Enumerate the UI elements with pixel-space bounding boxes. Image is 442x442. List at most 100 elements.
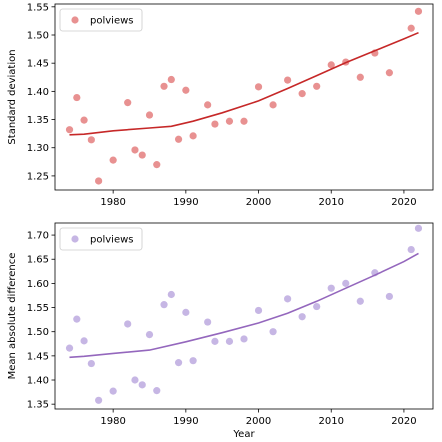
data-point <box>80 116 88 124</box>
data-point <box>65 126 74 134</box>
mad-panel: 1980 1990 2000 2010 2020 1.35 1.40 1.45 1.50 1.55… <box>7 222 434 440</box>
data-point <box>124 320 132 328</box>
y-axis-label: Mean absolute difference <box>7 253 18 380</box>
y-tick-label: 1.35 <box>27 115 49 126</box>
x-tick-label: 1980 <box>100 416 125 427</box>
y-tick-label: 1.70 <box>27 231 49 242</box>
data-point <box>284 295 292 303</box>
data-point <box>124 99 132 107</box>
data-point <box>109 387 117 395</box>
data-point <box>284 76 292 84</box>
y-tick-label: 1.40 <box>27 376 49 387</box>
axes-frame <box>54 3 434 191</box>
trend-line <box>69 31 419 136</box>
data-point <box>204 101 212 109</box>
axes-frame <box>54 222 434 410</box>
trend-line <box>69 252 419 359</box>
data-point <box>87 359 95 368</box>
legend-label: polviews <box>90 235 133 246</box>
data-point <box>167 75 175 84</box>
data-point <box>327 61 335 69</box>
data-point <box>407 24 415 32</box>
legend-marker <box>71 235 79 243</box>
data-point <box>414 7 423 15</box>
data-point <box>356 297 364 305</box>
x-tick-label: 2000 <box>246 416 271 427</box>
y-tick-label: 1.45 <box>27 59 49 70</box>
data-point <box>80 337 88 345</box>
y-tick-label: 1.50 <box>27 327 49 338</box>
data-point <box>182 308 190 316</box>
data-point <box>131 146 139 154</box>
data-point <box>407 245 415 254</box>
y-tick-label: 1.40 <box>27 87 49 98</box>
data-point <box>313 82 321 90</box>
data-point <box>298 90 306 98</box>
data-point <box>313 302 321 311</box>
y-tick-label: 1.35 <box>27 400 49 411</box>
data-point <box>153 387 161 395</box>
legend-marker <box>71 16 79 24</box>
y-tick-label: 1.50 <box>27 31 49 42</box>
x-axis-label: Year <box>232 429 255 440</box>
data-point <box>95 177 103 185</box>
x-tick-label: 1990 <box>173 416 198 427</box>
data-point <box>189 357 197 365</box>
data-point <box>174 135 183 143</box>
data-point <box>138 151 146 159</box>
data-point <box>414 224 423 232</box>
data-point <box>189 132 197 140</box>
x-tick-label: 2010 <box>319 197 344 208</box>
x-tick-label: 2020 <box>391 416 416 427</box>
data-point <box>145 331 154 339</box>
data-point <box>65 344 74 352</box>
x-tick-label: 1990 <box>173 197 198 208</box>
data-point <box>73 315 81 323</box>
data-point <box>138 381 146 389</box>
y-tick-label: 1.60 <box>27 279 49 290</box>
data-point <box>225 117 234 125</box>
x-tick-label: 2010 <box>319 416 344 427</box>
data-point <box>167 290 175 299</box>
y-tick-label: 1.25 <box>27 171 49 182</box>
data-point <box>145 111 154 119</box>
data-point <box>385 69 393 77</box>
data-point <box>95 396 103 404</box>
data-point <box>240 335 248 343</box>
data-point <box>254 306 263 315</box>
data-point <box>211 120 219 128</box>
data-point <box>298 313 306 321</box>
data-point <box>87 136 95 144</box>
data-point <box>182 86 190 94</box>
data-point <box>254 83 263 91</box>
y-tick-label: 1.65 <box>27 255 49 266</box>
data-point <box>240 117 248 125</box>
data-point <box>269 328 277 336</box>
y-tick-label: 1.55 <box>27 303 49 314</box>
data-point <box>160 301 168 309</box>
legend-box <box>59 8 143 32</box>
data-point <box>204 318 212 326</box>
data-point <box>269 101 277 109</box>
data-point <box>342 279 350 287</box>
data-point <box>356 73 364 81</box>
x-tick-label: 1980 <box>100 197 125 208</box>
data-point <box>327 284 335 292</box>
y-tick-label: 1.30 <box>27 143 49 154</box>
data-point <box>225 337 234 345</box>
data-point <box>131 376 139 384</box>
y-tick-label: 1.55 <box>27 2 49 13</box>
legend-label: polviews <box>90 16 133 27</box>
data-point <box>385 292 393 301</box>
data-point <box>153 161 161 169</box>
data-point <box>160 82 168 90</box>
data-point <box>109 156 117 164</box>
data-point <box>174 359 183 367</box>
y-tick-label: 1.45 <box>27 351 49 362</box>
x-tick-label: 2000 <box>246 197 271 208</box>
x-tick-label: 2020 <box>391 197 416 208</box>
legend-box <box>59 227 143 251</box>
std-dev-panel: 1980 1990 2000 2010 2020 1.25 1.30 1.35 1.40 1.45… <box>7 2 434 208</box>
data-point <box>73 93 81 102</box>
